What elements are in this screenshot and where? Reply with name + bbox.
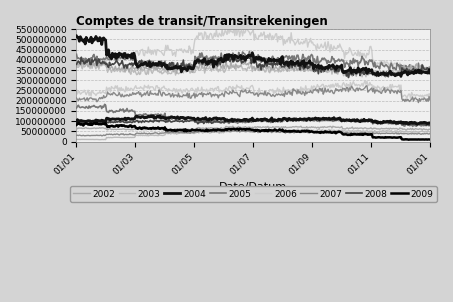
X-axis label: Date/Datum: Date/Datum [219, 182, 287, 191]
Legend: 2002, 2003, 2004, 2005, 2006, 2007, 2008, 2009: 2002, 2003, 2004, 2005, 2006, 2007, 2008… [70, 186, 437, 202]
Text: Comptes de transit/Transitrekeningen: Comptes de transit/Transitrekeningen [77, 15, 328, 28]
